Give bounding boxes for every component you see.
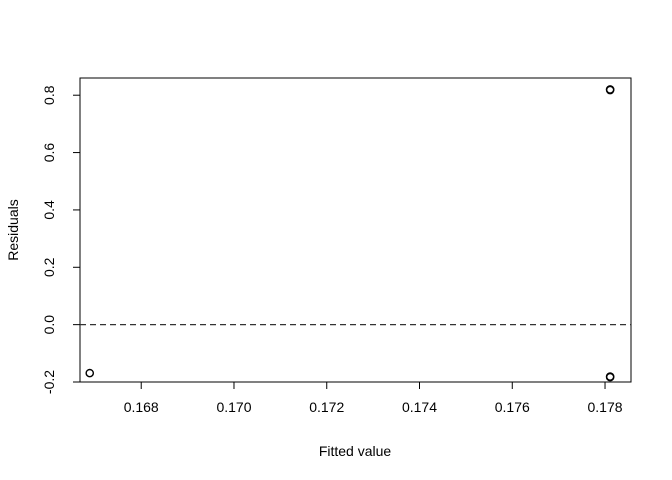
y-axis-ticks: -0.2 0.0 0.2 0.4 0.6 0.8 [41, 85, 80, 394]
data-points [85, 85, 615, 382]
data-point [85, 368, 95, 378]
x-tick-label: 0.178 [588, 399, 623, 415]
y-tick-label: 0.2 [41, 257, 57, 277]
y-tick-label: 0.0 [41, 315, 57, 335]
plot-frame [79, 77, 632, 383]
x-tick-label: 0.168 [124, 399, 159, 415]
x-axis-ticks: 0.168 0.170 0.172 0.174 0.176 0.178 [124, 382, 623, 415]
x-tick-label: 0.174 [402, 399, 437, 415]
x-tick-label: 0.170 [216, 399, 251, 415]
y-axis-title: Residuals [5, 199, 21, 260]
y-tick-label: 0.8 [41, 85, 57, 105]
x-axis-title: Fitted value [319, 443, 392, 459]
x-tick-label: 0.176 [495, 399, 530, 415]
y-tick-label: 0.4 [41, 200, 57, 220]
y-tick-label: 0.6 [41, 143, 57, 163]
x-tick-label: 0.172 [309, 399, 344, 415]
data-point [605, 372, 615, 382]
data-point [605, 85, 615, 95]
y-tick-label: -0.2 [41, 370, 57, 394]
